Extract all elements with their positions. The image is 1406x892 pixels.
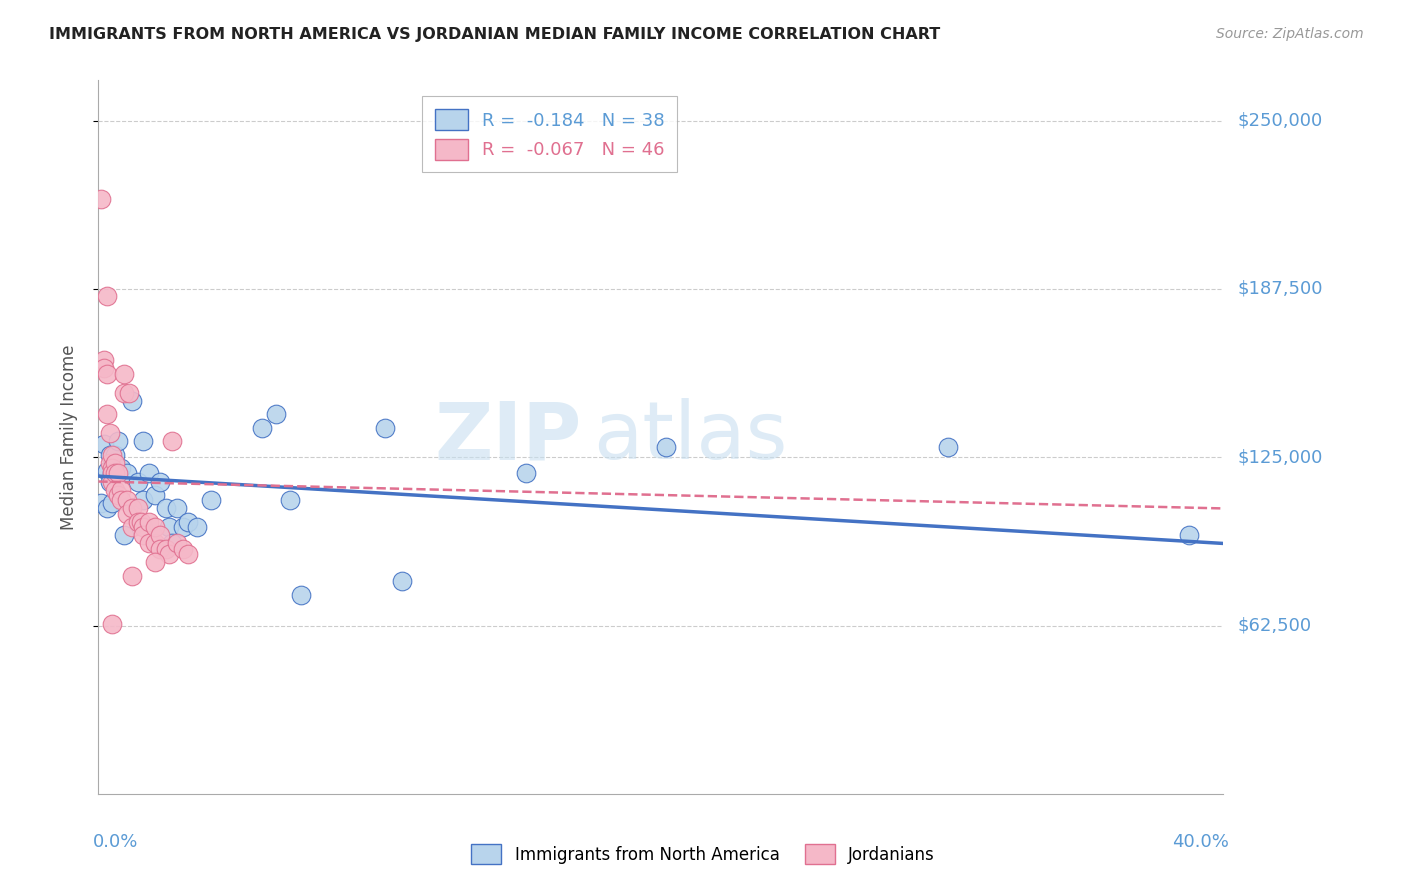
Point [936,440,959,454]
Point [155,541,177,556]
Text: $250,000: $250,000 [1237,112,1323,129]
Point [96,407,118,421]
Point [177,547,200,561]
Point [515,467,537,481]
Point [107,434,129,449]
Point [118,385,141,400]
Point [96,464,118,478]
Point [115,493,138,508]
Point [143,536,166,550]
Point [278,493,301,508]
Point [101,467,124,481]
Point [110,493,132,508]
Point [112,367,135,381]
Y-axis label: Median Family Income: Median Family Income [59,344,77,530]
Text: IMMIGRANTS FROM NORTH AMERICA VS JORDANIAN MEDIAN FAMILY INCOME CORRELATION CHAR: IMMIGRANTS FROM NORTH AMERICA VS JORDANI… [49,27,941,42]
Point [1178,528,1201,542]
Point [149,528,172,542]
Point [155,501,177,516]
Point [104,456,127,470]
Point [138,536,160,550]
Point [177,515,200,529]
Point [107,467,129,481]
Point [166,501,188,516]
Point [98,475,121,489]
Point [264,407,287,421]
Text: $62,500: $62,500 [1237,616,1312,634]
Point [121,520,143,534]
Point [166,536,188,550]
Point [132,528,155,542]
Point [391,574,413,589]
Point [143,520,166,534]
Point [98,456,121,470]
Point [138,515,160,529]
Point [157,520,180,534]
Point [200,493,222,508]
Point [172,541,194,556]
Point [115,507,138,521]
Point [90,192,112,206]
Point [138,467,160,481]
Point [149,541,172,556]
Point [101,448,124,462]
Text: $187,500: $187,500 [1237,280,1323,298]
Point [160,434,183,449]
Point [90,496,112,510]
Text: $125,000: $125,000 [1237,449,1323,467]
Point [121,568,143,582]
Point [127,501,149,516]
Point [121,501,143,516]
Point [129,515,152,529]
Point [104,467,127,481]
Point [143,555,166,569]
Point [143,488,166,502]
Text: 40.0%: 40.0% [1173,833,1229,851]
Text: Source: ZipAtlas.com: Source: ZipAtlas.com [1216,27,1364,41]
Point [132,493,155,508]
Point [160,536,183,550]
Point [132,520,155,534]
Point [374,420,396,434]
Point [250,420,273,434]
Point [127,515,149,529]
Point [655,440,678,454]
Point [112,528,135,542]
Point [110,483,132,497]
Point [186,520,208,534]
Point [93,353,115,368]
Point [98,425,121,440]
Point [101,467,124,481]
Point [290,588,312,602]
Point [101,496,124,510]
Point [101,475,124,489]
Point [157,547,180,561]
Point [149,475,172,489]
Text: ZIP: ZIP [434,398,582,476]
Point [132,434,155,449]
Point [112,385,135,400]
Point [93,361,115,376]
Point [96,501,118,516]
Point [101,461,124,475]
Point [172,520,194,534]
Legend: Immigrants from North America, Jordanians: Immigrants from North America, Jordanian… [465,838,941,871]
Point [110,461,132,475]
Point [104,448,127,462]
Point [104,483,127,497]
Point [127,475,149,489]
Point [98,448,121,462]
Point [101,617,124,632]
Point [96,289,118,303]
Point [107,488,129,502]
Point [121,393,143,408]
Point [93,437,115,451]
Point [96,367,118,381]
Text: atlas: atlas [593,398,787,476]
Text: 0.0%: 0.0% [93,833,138,851]
Legend: R =  -0.184   N = 38, R =  -0.067   N = 46: R = -0.184 N = 38, R = -0.067 N = 46 [422,96,678,172]
Point [115,467,138,481]
